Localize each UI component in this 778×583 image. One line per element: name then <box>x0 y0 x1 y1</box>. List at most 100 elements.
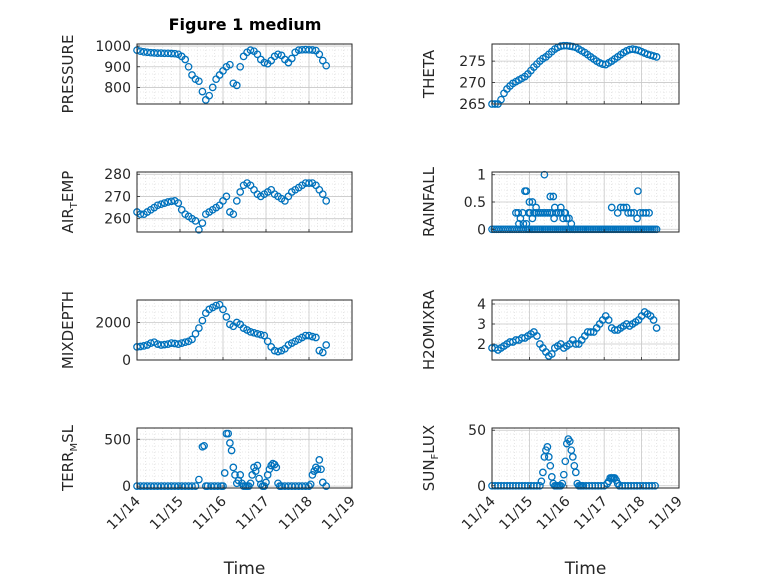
data-point <box>622 203 631 212</box>
data-point <box>184 62 193 71</box>
data-point <box>198 219 207 227</box>
data-point <box>220 469 229 477</box>
axes-box <box>136 427 353 489</box>
y-tick-label: 265 <box>459 97 486 113</box>
data-point <box>543 209 552 217</box>
y-axis-label: H2OMIXRA <box>420 289 438 370</box>
data-point <box>256 330 265 339</box>
data-point <box>497 95 505 104</box>
data-point <box>652 324 661 332</box>
y-tick-label: 280 <box>104 167 131 183</box>
data-point <box>246 328 255 336</box>
y-tick-label: 0 <box>122 353 131 369</box>
data-point <box>568 453 577 461</box>
data-point <box>522 219 531 228</box>
series-pressure <box>133 45 331 104</box>
data-point <box>547 350 556 358</box>
data-point <box>565 437 574 446</box>
y-tick-label: 0.5 <box>464 195 486 211</box>
data-point <box>170 49 179 58</box>
data-point <box>619 203 628 212</box>
data-point <box>226 439 234 447</box>
data-point <box>305 482 313 490</box>
data-point <box>224 429 233 438</box>
data-point <box>181 55 190 64</box>
data-point <box>537 477 546 486</box>
y-tick-label: 500 <box>104 432 131 448</box>
data-point <box>195 475 203 484</box>
series-sun_flux <box>488 435 659 490</box>
series-h2omixra <box>488 308 661 360</box>
data-point <box>191 217 200 225</box>
axes-box <box>491 43 680 105</box>
data-point <box>246 479 255 488</box>
data-point <box>253 50 262 59</box>
data-point <box>191 482 200 490</box>
data-point <box>306 480 315 489</box>
y-tick-label: 2 <box>477 337 486 353</box>
data-point <box>177 339 186 347</box>
data-point <box>195 324 203 332</box>
data-point <box>229 463 238 472</box>
data-point <box>519 219 528 228</box>
data-point <box>561 457 570 466</box>
data-point <box>322 197 331 205</box>
data-point <box>174 340 183 348</box>
y-tick-label: 260 <box>104 212 131 228</box>
axes-box <box>136 171 353 233</box>
data-point <box>308 471 317 479</box>
y-axis-label: SUNFLUX <box>420 425 441 491</box>
data-point <box>160 199 169 207</box>
data-point <box>525 198 534 206</box>
data-point <box>318 348 327 357</box>
data-point <box>308 332 317 341</box>
data-point <box>231 471 239 479</box>
data-point <box>642 209 650 217</box>
data-point <box>222 192 231 201</box>
y-axis-label: PRESSURE <box>59 35 77 114</box>
data-point <box>195 77 203 86</box>
data-point <box>308 46 317 54</box>
y-tick-label: 270 <box>459 76 486 92</box>
data-point <box>153 201 162 210</box>
y-axis-label: THETA <box>420 49 438 99</box>
x-axis-label: Time <box>564 559 607 579</box>
data-point <box>533 332 541 340</box>
y-tick-label: 50 <box>468 423 486 439</box>
data-point <box>552 209 561 217</box>
data-point <box>627 209 635 217</box>
data-point <box>195 225 203 234</box>
y-tick-label: 800 <box>104 80 131 96</box>
data-point <box>188 335 196 344</box>
data-point <box>227 446 236 455</box>
data-point <box>253 461 262 470</box>
data-point <box>318 56 327 65</box>
data-point <box>546 192 555 201</box>
data-point <box>260 331 269 340</box>
data-point <box>522 187 531 195</box>
data-point <box>167 197 176 206</box>
axes-box <box>136 43 353 105</box>
data-point <box>317 465 325 474</box>
y-tick-label: 270 <box>104 189 131 205</box>
data-point <box>322 482 331 490</box>
data-point <box>549 192 558 201</box>
data-point <box>219 305 227 314</box>
data-point <box>226 60 234 69</box>
data-point <box>315 456 324 464</box>
subplot-mixdepth: 0 2000 MIXDEPTH <box>59 291 353 369</box>
y-axis-label: RAINFALL <box>420 166 438 237</box>
subplot-rainfall: 0 0.5 1 RAINFALL <box>420 166 680 238</box>
data-point <box>651 481 659 490</box>
data-point <box>157 200 165 209</box>
data-point <box>287 54 296 63</box>
data-point <box>267 461 276 470</box>
axes-box <box>136 299 353 361</box>
y-tick-label: 1 <box>477 168 486 184</box>
data-point <box>571 340 580 348</box>
axes-box <box>491 299 680 361</box>
data-point <box>313 465 322 474</box>
data-point <box>232 81 241 90</box>
data-point <box>543 443 552 451</box>
data-point <box>305 331 313 340</box>
